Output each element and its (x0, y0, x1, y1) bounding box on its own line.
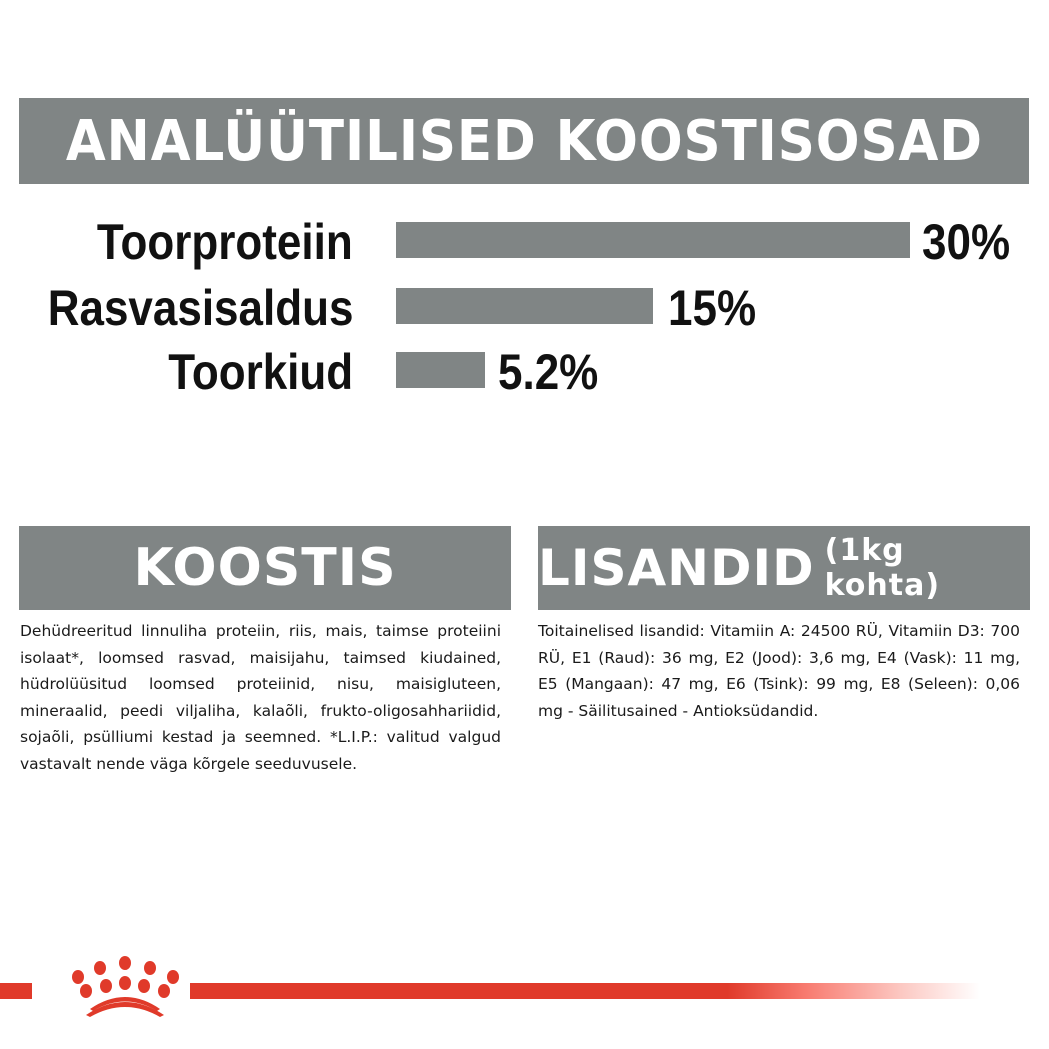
chart-row-fat: Rasvasisaldus 15% (0, 278, 1049, 338)
composition-title: KOOSTIS (133, 538, 397, 598)
additives-text: Toitainelised lisandid: Vitamiin A: 2450… (538, 622, 1020, 720)
section-header-analytical: ANALÜÜTILISED KOOSTISOSAD (19, 98, 1029, 184)
footer-line-right (190, 983, 980, 999)
crown-icon (72, 956, 179, 1017)
bar (396, 222, 910, 258)
bar (396, 288, 653, 324)
row-label: Toorproteiin (97, 214, 353, 270)
row-value: 5.2% (498, 344, 599, 400)
page-title: ANALÜÜTILISED KOOSTISOSAD (65, 108, 983, 174)
row-value: 30% (922, 214, 1011, 270)
section-header-additives: LISANDID (1kg kohta) (538, 526, 1030, 610)
additives-title: LISANDID (538, 539, 815, 597)
row-value: 15% (668, 280, 757, 336)
row-label: Toorkiud (168, 344, 353, 400)
footer-line-left (0, 983, 32, 999)
additives-subtitle: (1kg kohta) (824, 533, 941, 603)
chart-row-protein: Toorproteiin 30% (0, 212, 1049, 272)
bar (396, 352, 485, 388)
section-header-composition: KOOSTIS (19, 526, 511, 610)
composition-text: Dehüdreeritud linnuliha proteiin, riis, … (20, 622, 501, 773)
chart-row-fiber: Toorkiud 5.2% (0, 342, 1049, 402)
row-label: Rasvasisaldus (47, 280, 353, 336)
